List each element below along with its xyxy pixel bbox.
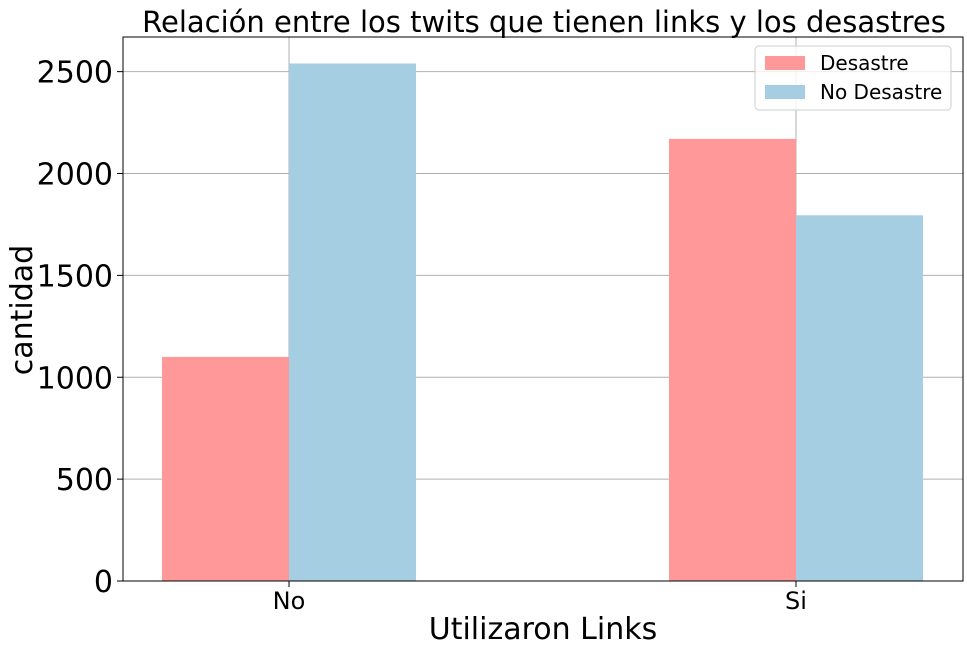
x-tick-label: No <box>273 587 306 615</box>
y-tick-label: 2000 <box>37 158 113 193</box>
legend-label: No Desastre <box>820 80 942 104</box>
bar-desastre-si <box>669 138 796 581</box>
y-tick-label: 1000 <box>37 361 113 396</box>
bar-no-desastre-si <box>796 215 923 581</box>
x-axis-ticks: No Si <box>273 581 807 615</box>
bars <box>162 63 923 582</box>
y-tick-label: 0 <box>94 565 113 600</box>
x-tick-label: Si <box>785 587 807 615</box>
legend-swatch <box>765 85 805 99</box>
bar-desastre-no <box>162 356 289 581</box>
chart-title: Relación entre los twits que tienen link… <box>142 5 946 39</box>
bar-no-desastre-no <box>289 63 416 582</box>
y-axis-label: cantidad <box>5 245 40 375</box>
x-axis-label: Utilizaron Links <box>429 612 658 647</box>
legend-label: Desastre <box>820 51 909 75</box>
y-axis-ticks: 0 500 1000 1500 2000 2500 <box>37 56 123 600</box>
y-tick-label: 500 <box>56 463 113 498</box>
y-tick-label: 2500 <box>37 56 113 91</box>
legend: Desastre No Desastre <box>754 45 952 111</box>
y-tick-label: 1500 <box>37 259 113 294</box>
legend-swatch <box>765 56 805 70</box>
plot-frame <box>122 36 964 582</box>
